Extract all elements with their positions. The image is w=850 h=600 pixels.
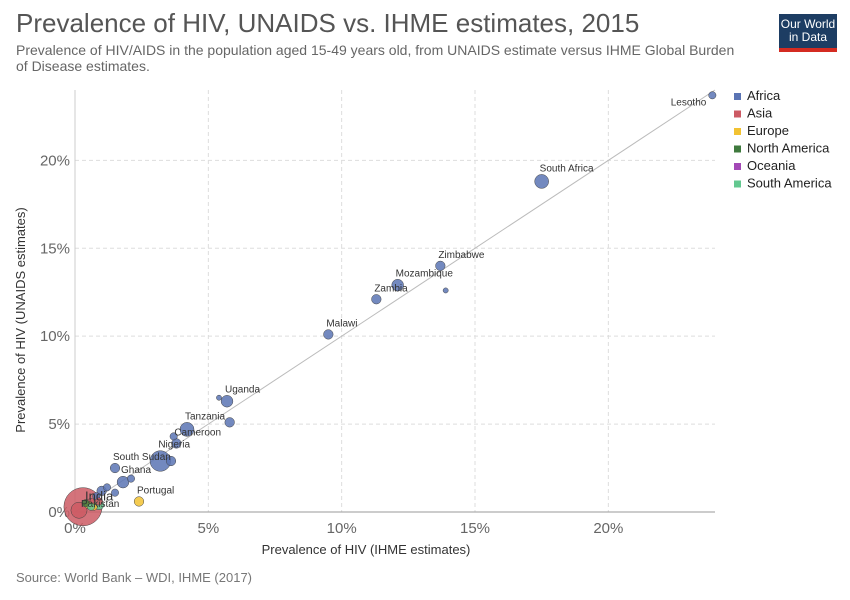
point-labels: Lesotho South Africa Zimbabwe Mozambique Zam… xyxy=(81,97,707,510)
legend-swatch[interactable] xyxy=(734,180,741,188)
point-label: Zambia xyxy=(374,283,408,294)
data-point[interactable] xyxy=(133,496,145,507)
data-point[interactable] xyxy=(95,497,103,506)
y-tick-label: 5% xyxy=(48,416,70,433)
owid-logo[interactable]: Our World in Data xyxy=(779,14,837,52)
point-label: South Africa xyxy=(540,163,594,174)
data-point[interactable] xyxy=(111,488,119,497)
point-label: Uganda xyxy=(225,384,260,395)
point-label: Tanzania xyxy=(185,411,225,422)
data-point[interactable] xyxy=(224,417,235,428)
point-label: Portugal xyxy=(137,486,174,497)
point-label: Zimbabwe xyxy=(438,250,485,261)
legend-label[interactable]: Europe xyxy=(747,123,789,138)
legend-label[interactable]: Asia xyxy=(747,106,773,121)
point-label: Mozambique xyxy=(396,268,454,279)
legend-label[interactable]: North America xyxy=(747,141,830,156)
data-point[interactable] xyxy=(169,432,178,441)
legend: Africa Asia Europe North America Oceania Sout… xyxy=(734,88,832,191)
legend-swatch[interactable] xyxy=(734,163,741,170)
data-point[interactable] xyxy=(127,474,135,483)
x-tick-label: 10% xyxy=(327,520,357,537)
legend-swatch[interactable] xyxy=(734,93,741,100)
logo-line-1: Our World xyxy=(780,17,836,31)
data-point[interactable] xyxy=(391,279,404,292)
legend-swatch[interactable] xyxy=(734,110,741,118)
logo-line-2: in Data xyxy=(788,30,828,44)
y-axis-label: Prevalence of HIV (UNAIDS estimates) xyxy=(13,207,28,432)
legend-label[interactable]: Africa xyxy=(747,88,781,103)
chart-subtitle: Prevalence of HIV/AIDS in the population… xyxy=(16,42,735,74)
x-axis-label: Prevalence of HIV (IHME estimates) xyxy=(262,542,471,557)
point-label: South Sudan xyxy=(113,452,171,463)
x-tick-label: 5% xyxy=(197,520,219,537)
point-label: India xyxy=(85,489,114,504)
x-tick-label: 20% xyxy=(593,520,623,537)
data-points xyxy=(63,91,717,527)
data-point[interactable] xyxy=(116,475,130,489)
data-point[interactable] xyxy=(109,462,121,474)
data-point[interactable] xyxy=(103,483,111,492)
legend-label[interactable]: South America xyxy=(747,176,832,191)
data-point[interactable] xyxy=(708,91,717,100)
x-tick-label: 15% xyxy=(460,520,490,537)
legend-label[interactable]: Oceania xyxy=(747,158,796,173)
point-label: Pakistan xyxy=(81,499,119,510)
point-label: Cameroon xyxy=(174,428,221,439)
data-point[interactable] xyxy=(216,394,222,401)
data-point[interactable] xyxy=(179,422,195,437)
reference-line xyxy=(74,89,716,513)
data-point[interactable] xyxy=(371,294,382,305)
reference-line-group xyxy=(74,89,716,513)
y-tick-label: 20% xyxy=(40,152,70,169)
logo-bar xyxy=(779,48,837,52)
point-label: Nigeria xyxy=(158,440,190,451)
legend-swatch[interactable] xyxy=(734,145,741,153)
y-tick-label: 10% xyxy=(40,328,70,345)
data-point[interactable] xyxy=(323,329,334,340)
data-point[interactable] xyxy=(165,455,177,467)
data-point[interactable] xyxy=(442,287,449,294)
y-tick-label: 15% xyxy=(40,240,70,257)
data-point[interactable] xyxy=(220,395,234,408)
source-note: Source: World Bank – WDI, IHME (2017) xyxy=(16,570,253,585)
data-point[interactable] xyxy=(87,502,95,511)
point-label: Malawi xyxy=(326,319,357,330)
data-point[interactable] xyxy=(435,260,446,271)
legend-swatch[interactable] xyxy=(734,128,741,135)
point-label: Lesotho xyxy=(671,97,707,108)
data-point[interactable] xyxy=(70,501,88,519)
chart-title: Prevalence of HIV, UNAIDS vs. IHME estim… xyxy=(16,8,640,38)
data-point[interactable] xyxy=(534,174,549,189)
point-label: Ghana xyxy=(121,465,151,476)
